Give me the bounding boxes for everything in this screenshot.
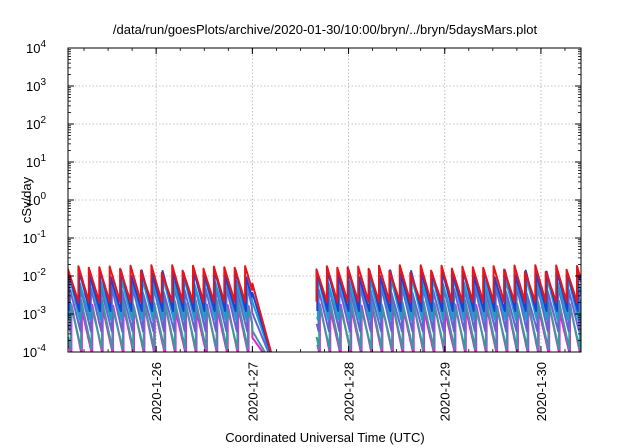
y-tick-label: 10-1 xyxy=(23,229,47,246)
y-tick-label: 10-2 xyxy=(23,267,47,284)
chart-title: /data/run/goesPlots/archive/2020-01-30/1… xyxy=(113,22,538,37)
series-group xyxy=(68,264,581,352)
x-tick-label: 2020-1-27 xyxy=(245,362,260,421)
y-tick-label: 102 xyxy=(26,115,46,132)
y-tick-label: 101 xyxy=(26,153,46,170)
y-axis-label: cSv/day xyxy=(19,176,34,223)
x-tick-label: 2020-1-26 xyxy=(149,362,164,421)
y-tick-label: 10-3 xyxy=(23,305,47,322)
x-axis: 2020-1-26 2020-1-27 2020-1-28 2020-1-29 2020… xyxy=(83,48,566,421)
y-tick-label: 100 xyxy=(26,191,46,208)
x-tick-label: 2020-1-29 xyxy=(438,362,453,421)
y-tick-label: 104 xyxy=(26,39,46,56)
x-tick-label: 2020-1-30 xyxy=(534,362,549,421)
y-axis: 10-4 10-3 10-2 10-1 100 101 102 103 104 xyxy=(23,39,581,360)
series-line xyxy=(68,298,581,352)
y-tick-label: 103 xyxy=(26,77,46,94)
series-line xyxy=(68,264,581,352)
y-tick-label: 10-4 xyxy=(23,343,47,360)
x-axis-label: Coordinated Universal Time (UTC) xyxy=(225,430,424,445)
x-tick-label: 2020-1-28 xyxy=(342,362,357,421)
